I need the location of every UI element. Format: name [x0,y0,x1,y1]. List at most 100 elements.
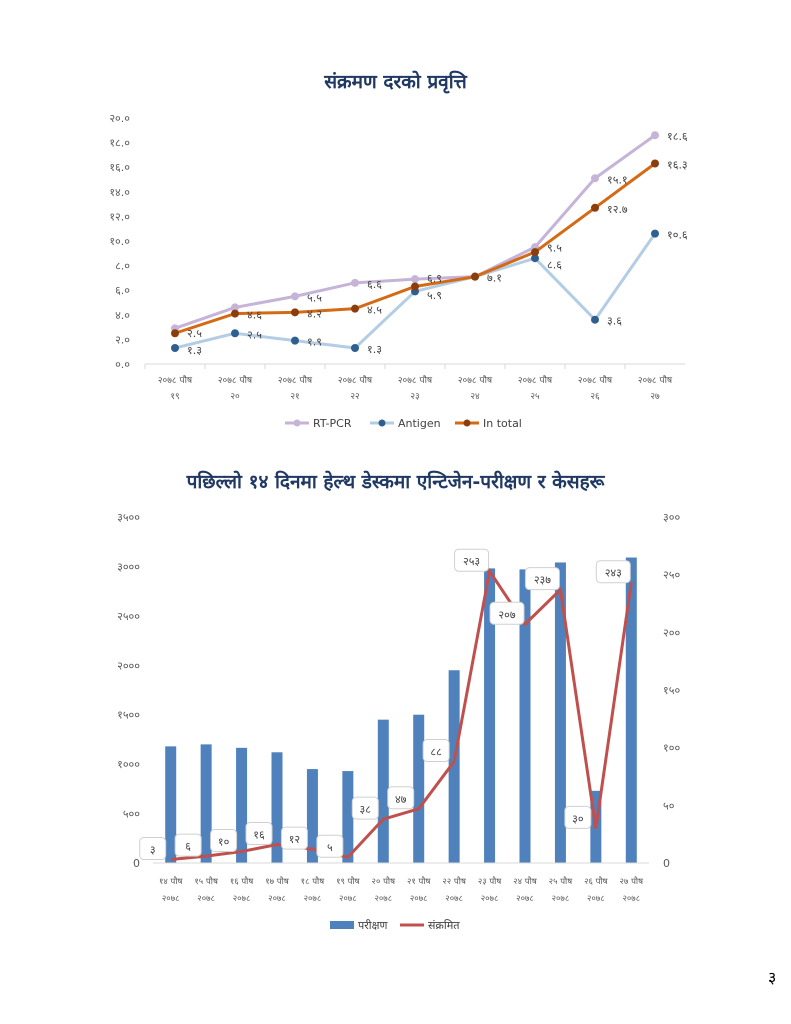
x-tick-label: २०७८ पौष [578,374,613,386]
x-tick-label: १५ पौष [194,876,219,887]
left-y-tick-label: १००० [117,758,140,771]
data-point [591,174,599,183]
bar [625,557,637,863]
legend-marker [378,419,386,427]
right-y-tick-label: २५० [663,569,680,582]
bar [306,769,318,863]
data-label: २.५ [247,328,262,341]
data-point [411,282,419,291]
data-label: ६ [185,840,191,853]
bar [236,747,248,863]
data-point [651,159,659,168]
data-label: १.३ [187,344,202,357]
y-tick-label: १०.० [109,235,130,248]
x-tick-label: २७ पौष [620,876,645,887]
right-y-tick-label: १५० [663,684,680,697]
x-tick-label: २१ [290,392,299,402]
x-tick-label: १७ पौष [265,876,290,887]
y-tick-label: ८.० [115,260,130,273]
data-point [351,278,359,287]
bar [484,568,496,863]
x-tick-label: २०७८ [268,894,286,904]
chart1-title: संक्रमण दरको प्रवृत्ति [324,71,467,93]
y-tick-label: १४.० [109,186,130,199]
x-tick-label: २४ पौष [513,876,538,887]
x-tick-label: १९ [170,392,179,402]
data-label: ४.५ [367,304,382,317]
data-label: १८.६ [667,130,688,143]
x-tick-label: २०७८ पौष [638,374,673,386]
legend-marker [463,419,471,427]
data-point [651,131,659,140]
data-label: ९.५ [547,242,562,255]
series-line-cases [170,567,633,862]
x-tick-label: २०७८ पौष [278,374,313,386]
x-tick-label: २७ [650,392,660,402]
data-point [411,275,419,284]
data-point [531,254,539,263]
legend-label: परीक्षण [358,919,388,932]
data-label-box [387,786,415,810]
data-label: १० [218,835,230,848]
data-point [291,292,299,301]
bar [271,752,283,863]
data-point [591,315,599,324]
x-tick-label: १६ पौष [230,876,255,887]
x-tick-label: २०७८ [622,894,640,904]
data-label: ४.२ [307,307,322,320]
x-tick-label: २०७८ पौष [518,374,553,386]
x-tick-label: १४ पौष [159,876,184,887]
x-tick-label: २४ [470,392,480,402]
bar [377,719,389,863]
x-tick-label: २६ पौष [584,876,609,887]
chart2-title: पछिल्लो १४ दिनमा हेल्थ डेस्कमा एन्टिजेन-… [186,471,605,493]
y-tick-label: २.० [115,333,130,346]
x-tick-label: २०७८ [587,894,605,904]
x-tick-label: २०७८ [233,894,251,904]
legend-label: In total [483,417,522,430]
data-label: ३ [150,844,156,857]
data-label-box [210,828,238,852]
data-label: १२ [289,833,300,846]
x-tick-label: २०७८ [552,894,570,904]
x-tick-label: २३ पौष [478,876,503,887]
data-label: १०.६ [667,229,688,242]
x-tick-label: २०७८ [374,894,392,904]
data-label-box [316,834,344,858]
right-y-tick-label: ५० [663,799,675,812]
x-tick-label: २०७८ [162,894,180,904]
legend-marker [293,419,301,427]
legend-bar-swatch [330,921,354,929]
left-y-tick-label: २००० [117,659,140,672]
x-tick-label: २३ [410,392,419,402]
x-tick-label: २०७८ [410,894,428,904]
x-tick-label: २२ पौष [442,876,467,887]
legend-label: RT-PCR [313,417,352,430]
x-tick-label: २० पौष [372,876,397,887]
data-label: ३८ [360,803,372,816]
data-label: १६.३ [667,159,688,172]
data-label-box [524,567,560,591]
data-point [231,309,239,318]
data-label: २४३ [605,567,622,580]
data-label: ४७ [395,793,407,806]
data-point [591,203,599,212]
data-point [651,229,659,238]
data-label-box [422,739,450,763]
data-label: १.९ [307,336,322,349]
left-y-tick-label: ५०० [123,808,140,821]
x-tick-label: २५ पौष [549,876,574,887]
data-label: २३७ [534,574,551,587]
bar [519,569,531,863]
data-label: २.५ [187,327,202,340]
bar [448,670,460,863]
y-tick-label: ६.० [115,284,130,297]
data-label: ६.९ [427,272,442,285]
left-y-tick-label: १५०० [117,709,140,722]
y-tick-label: १८.० [109,137,130,150]
right-y-tick-label: १०० [663,742,680,755]
data-label: १६ [253,829,265,842]
x-tick-label: २०७८ [339,894,357,904]
